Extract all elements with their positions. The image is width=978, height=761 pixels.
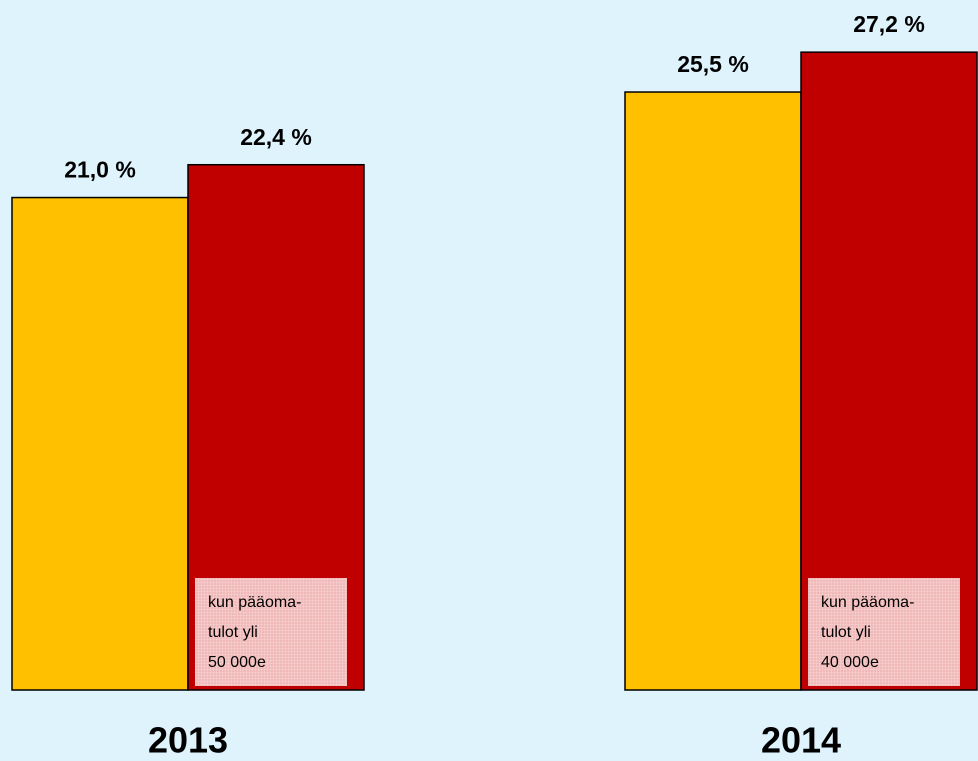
value-label: 21,0 % <box>64 157 136 183</box>
bar <box>11 196 189 691</box>
x-tick-label: 2013 <box>148 720 228 761</box>
note-text: kun pääoma- <box>208 594 301 611</box>
value-label: 22,4 % <box>240 124 312 150</box>
note-box <box>195 578 347 686</box>
note-box <box>808 578 960 686</box>
bar <box>624 91 802 691</box>
note-text: kun pääoma- <box>821 594 914 611</box>
value-label: 25,5 % <box>677 51 749 77</box>
value-label: 27,2 % <box>853 11 925 37</box>
x-tick-label: 2014 <box>761 720 841 761</box>
note-text: tulot yli <box>821 624 871 641</box>
note-text: tulot yli <box>208 624 258 641</box>
note-text: 40 000e <box>821 654 879 671</box>
note-text: 50 000e <box>208 654 266 671</box>
